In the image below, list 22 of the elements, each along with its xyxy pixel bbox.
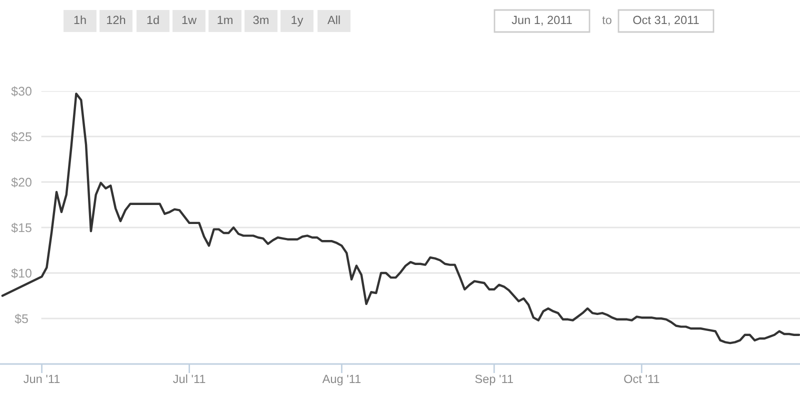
text: Oct 31, 2011 — [633, 16, 699, 26]
text: Jun 1, 2011 — [512, 16, 572, 26]
x-tick-label: Jun '11 — [24, 374, 60, 384]
y-tick-label: $20 — [11, 177, 32, 188]
text: 1m — [218, 16, 232, 24]
text: All — [327, 16, 340, 24]
y-tick-label: $25 — [11, 132, 32, 142]
text: 3m — [253, 16, 268, 24]
text: 1d — [147, 16, 159, 24]
text: 1h — [74, 16, 86, 24]
text: 1y — [292, 16, 304, 26]
y-tick-label: $30 — [11, 86, 32, 96]
y-tick-label: $5 — [14, 314, 28, 324]
x-tick-label: Jul '11 — [173, 374, 206, 384]
text: to — [602, 16, 612, 24]
text: 12h — [107, 16, 126, 24]
y-tick-label: $10 — [11, 268, 32, 278]
x-tick-label: Aug '11 — [322, 374, 361, 386]
x-tick-label: Oct '11 — [624, 374, 660, 384]
x-tick-label: Sep '11 — [475, 374, 513, 386]
text: 1w — [182, 16, 197, 24]
y-tick-label: $15 — [11, 222, 32, 233]
